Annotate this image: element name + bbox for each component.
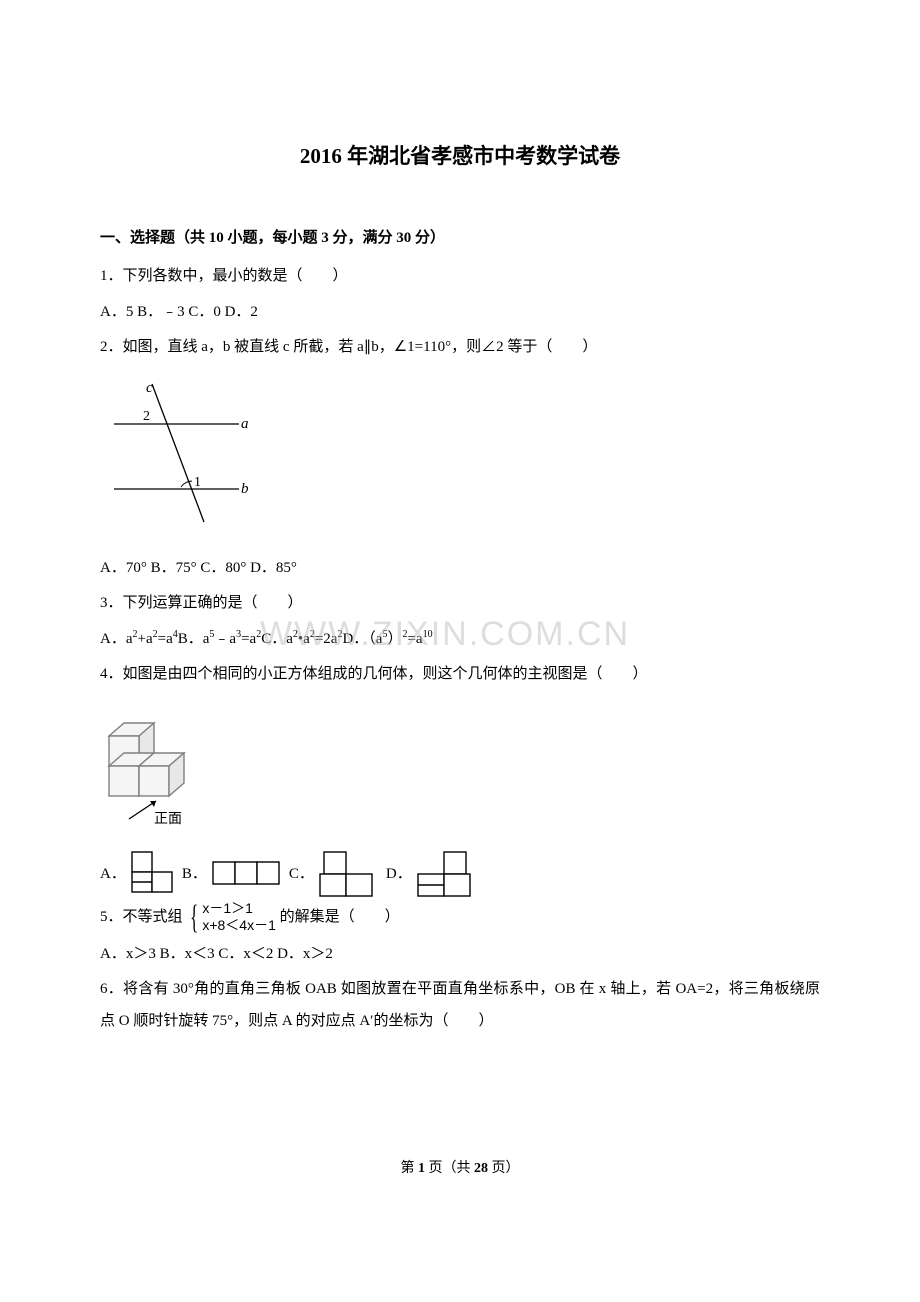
q1-options: A．5 B．﹣3 C．0 D．2 <box>100 297 820 329</box>
q4-opt-a-icon <box>130 850 174 900</box>
q3-options: A．a2+a2=a4B．a5﹣a3=a2C．a2•a2=2a2D．（a5）2=a… <box>100 624 820 656</box>
q4-opt-b-icon <box>211 858 281 892</box>
q1-stem: 1．下列各数中，最小的数是（ ） <box>100 261 820 293</box>
q4-opt-c-icon <box>318 850 378 900</box>
q3-stem: 3．下列运算正确的是（ ） <box>100 588 820 620</box>
q2-options: A．70° B．75° C．80° D．85° <box>100 553 820 585</box>
q6-stem: 6．将含有 30°角的直角三角板 OAB 如图放置在平面直角坐标系中，OB 在 … <box>100 974 820 1037</box>
q2-label-b: b <box>241 481 249 497</box>
q4-figure: 正面 <box>104 701 820 836</box>
q4-options: A． B． C． D． <box>100 850 820 900</box>
q4-stem: 4．如图是由四个相同的小正方体组成的几何体，则这个几何体的主视图是（ ） <box>100 659 820 691</box>
q4-front-label: 正面 <box>154 812 182 827</box>
q5-stem: 5．不等式组 { x－1＞1 x+8＜4x－1 的解集是（ ） <box>100 900 820 935</box>
q2-angle-1: 1 <box>194 475 201 490</box>
q2-label-c: c <box>146 380 153 396</box>
q2-figure: c a b 2 1 <box>104 374 820 539</box>
q2-angle-2: 2 <box>143 409 150 424</box>
section-1-heading: 一、选择题（共 10 小题，每小题 3 分，满分 30 分） <box>100 226 820 247</box>
exam-title: 2016 年湖北省孝感市中考数学试卷 <box>100 140 820 170</box>
q4-opt-d-icon <box>416 850 476 900</box>
q2-stem: 2．如图，直线 a，b 被直线 c 所截，若 a∥b，∠1=110°，则∠2 等… <box>100 332 820 364</box>
brace-icon: { <box>190 909 198 926</box>
page-footer: 第 1 页（共 28 页） <box>100 1157 820 1177</box>
q5-options: A．x＞3 B．x＜3 C．x＜2 D．x＞2 <box>100 939 820 971</box>
q2-label-a: a <box>241 416 249 432</box>
